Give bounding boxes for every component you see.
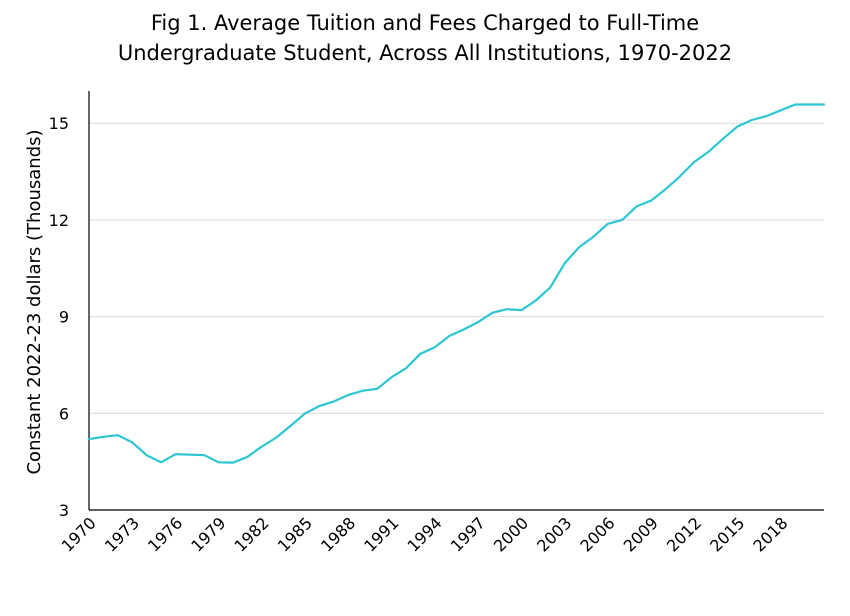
y-tick-label: 9 xyxy=(59,308,69,327)
x-tick-label: 1976 xyxy=(144,513,186,555)
y-tick-label: 15 xyxy=(49,114,69,133)
x-tick-label: 1985 xyxy=(274,513,316,555)
x-tick-label: 2006 xyxy=(576,513,618,555)
y-tick-label: 6 xyxy=(59,404,69,423)
y-tick-label: 12 xyxy=(49,211,69,230)
x-tick-label: 1973 xyxy=(101,513,143,555)
x-tick-label: 2003 xyxy=(533,513,575,555)
x-tick-label: 1994 xyxy=(403,513,445,555)
x-tick-label: 2018 xyxy=(749,513,791,555)
axes xyxy=(88,91,824,511)
chart-title-line-2: Undergraduate Student, Across All Instit… xyxy=(117,41,733,65)
gridlines xyxy=(89,122,824,414)
chart-title-line-1: Fig 1. Average Tuition and Fees Charged … xyxy=(150,11,700,35)
x-tick-label: 1991 xyxy=(360,513,402,555)
x-tick-label: 2015 xyxy=(706,513,748,555)
x-tick-label: 1997 xyxy=(447,513,489,555)
x-tick-label: 2012 xyxy=(663,513,705,555)
x-tick-label: 1982 xyxy=(231,513,273,555)
x-tick-label: 2009 xyxy=(620,513,662,555)
x-tick-label: 1979 xyxy=(187,513,229,555)
y-axis-label: Constant 2022-23 dollars (Thousands) xyxy=(24,129,45,474)
y-tick-label: 3 xyxy=(59,501,69,520)
x-tick-label: 2000 xyxy=(490,513,532,555)
series-layer xyxy=(87,103,826,464)
x-tick-label: 1988 xyxy=(317,513,359,555)
series-line-0 xyxy=(87,103,826,464)
